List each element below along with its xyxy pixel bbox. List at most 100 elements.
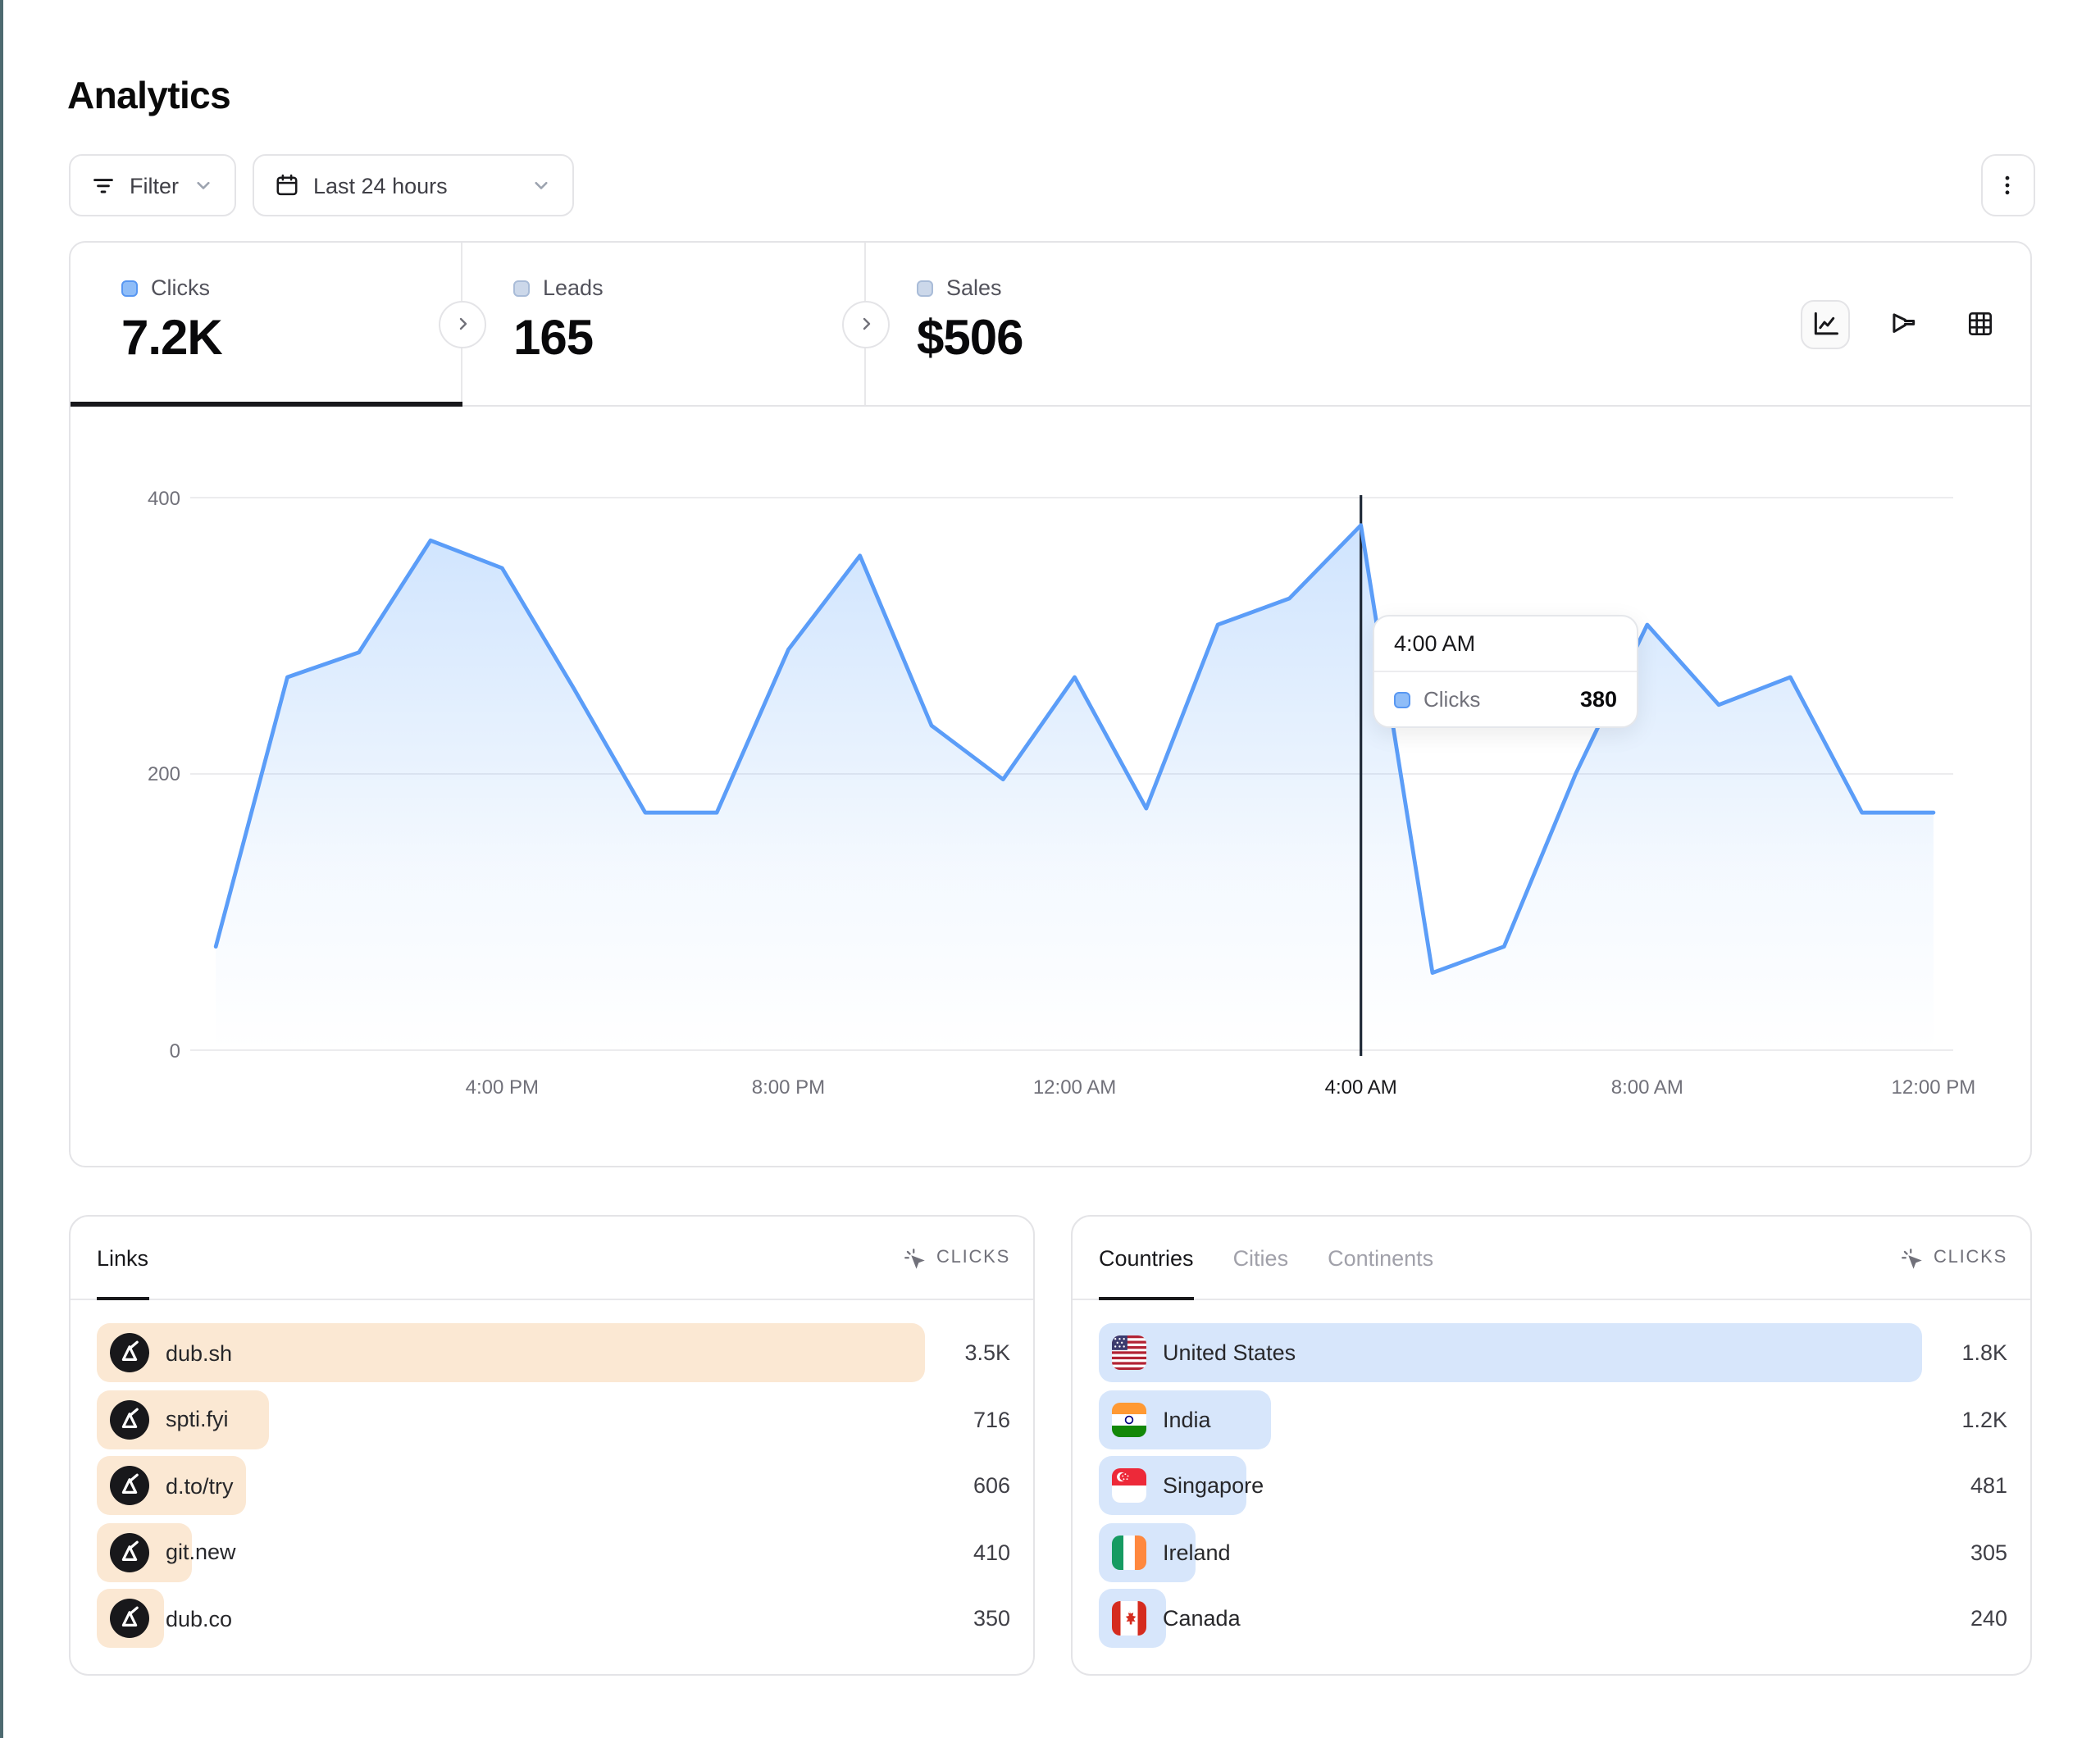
expand-stat-button[interactable] xyxy=(439,300,486,348)
links-panel-header: Links CLICKS xyxy=(71,1217,1033,1300)
active-stat-underline xyxy=(71,401,462,407)
row-label: d.to/try xyxy=(166,1473,234,1498)
stat-value: 7.2K xyxy=(121,312,223,366)
stat-label: Clicks xyxy=(151,275,210,300)
x-tick-label: 8:00 PM xyxy=(751,1076,826,1099)
link-row[interactable]: d.to/try 606 xyxy=(97,1456,1010,1515)
countries-panel: Countries Cities Continents CLICKS Unite… xyxy=(1071,1215,2032,1676)
country-row[interactable]: India 1.2K xyxy=(1099,1390,2007,1449)
tab-continents[interactable]: Continents xyxy=(1328,1245,1434,1270)
links-metric-selector[interactable]: CLICKS xyxy=(902,1217,1010,1299)
row-label: dub.co xyxy=(166,1606,233,1631)
dub-logo-icon xyxy=(110,1532,149,1572)
countries-metric-selector[interactable]: CLICKS xyxy=(1899,1217,2007,1299)
row-label: dub.sh xyxy=(166,1340,233,1365)
stat-tab-sales[interactable]: Sales $506 xyxy=(866,243,1276,405)
row-label: git.new xyxy=(166,1540,236,1564)
country-row[interactable]: Canada 240 xyxy=(1099,1589,2007,1648)
row-label: spti.fyi xyxy=(166,1407,229,1431)
filter-button[interactable]: Filter xyxy=(69,154,236,216)
row-value: 410 xyxy=(973,1540,1010,1564)
line-chart-view-button[interactable] xyxy=(1801,299,1850,348)
row-value: 305 xyxy=(1970,1540,2007,1564)
row-value: 606 xyxy=(973,1473,1010,1498)
x-tick-label: 8:00 AM xyxy=(1610,1076,1683,1099)
tab-cities[interactable]: Cities xyxy=(1232,1245,1289,1270)
row-value: 481 xyxy=(1970,1473,2007,1498)
x-tick-label: 4:00 PM xyxy=(465,1076,540,1099)
funnel-view-button[interactable] xyxy=(1878,299,1927,348)
links-panel: Links CLICKS dub.sh 3.5K spti.fyi 716 d.to/t… xyxy=(69,1215,1035,1676)
clicks-area-chart[interactable] xyxy=(190,482,1953,1059)
value-bar xyxy=(1099,1323,1922,1382)
expand-stat-button[interactable] xyxy=(842,300,890,348)
countries-panel-header: Countries Cities Continents CLICKS xyxy=(1073,1217,2030,1300)
link-row[interactable]: spti.fyi 716 xyxy=(97,1390,1010,1449)
row-value: 1.8K xyxy=(1961,1340,2007,1365)
tooltip-series-dot xyxy=(1394,691,1410,707)
row-value: 350 xyxy=(973,1606,1010,1631)
link-row[interactable]: git.new 410 xyxy=(97,1522,1010,1581)
cursor-click-icon xyxy=(902,1245,927,1270)
y-tick-label: 400 xyxy=(147,486,180,509)
bar-track xyxy=(97,1323,925,1382)
dub-logo-icon xyxy=(110,1466,149,1505)
country-row[interactable]: Ireland 305 xyxy=(1099,1522,2007,1581)
row-label: Canada xyxy=(1163,1606,1241,1631)
y-tick-label: 0 xyxy=(169,1039,180,1062)
link-row[interactable]: dub.sh 3.5K xyxy=(97,1323,1010,1382)
calendar-icon xyxy=(274,172,300,198)
chart-tooltip: 4:00 AM Clicks 380 xyxy=(1373,615,1638,728)
leads-legend-dot xyxy=(513,280,530,296)
tab-countries[interactable]: Countries xyxy=(1099,1217,1194,1300)
dub-logo-icon xyxy=(110,1333,149,1372)
country-row[interactable]: United States 1.8K xyxy=(1099,1323,2007,1382)
country-row[interactable]: Singapore 481 xyxy=(1099,1456,2007,1515)
tab-links[interactable]: Links xyxy=(97,1217,148,1300)
row-label: Singapore xyxy=(1163,1473,1264,1498)
row-value: 1.2K xyxy=(1961,1407,2007,1431)
tooltip-value: 380 xyxy=(1579,687,1617,712)
chart-canvas xyxy=(190,495,1953,1056)
stat-tab-clicks[interactable]: Clicks 7.2K xyxy=(71,243,462,405)
clicks-legend-dot xyxy=(121,280,138,296)
value-bar xyxy=(97,1323,925,1382)
in-flag-icon xyxy=(1112,1402,1146,1436)
row-value: 3.5K xyxy=(964,1340,1010,1365)
more-options-button[interactable] xyxy=(1980,154,2034,216)
ie-flag-icon xyxy=(1112,1535,1146,1569)
dub-logo-icon xyxy=(110,1599,149,1638)
date-range-label: Last 24 hours xyxy=(313,173,448,198)
table-view-button[interactable] xyxy=(1955,299,2004,348)
analytics-chart-card: Clicks 7.2K Leads 165 Sales $506 xyxy=(69,241,2032,1167)
toolbar: Filter Last 24 hours xyxy=(69,154,2034,216)
date-range-button[interactable]: Last 24 hours xyxy=(253,154,574,216)
stats-tabs-row: Clicks 7.2K Leads 165 Sales $506 xyxy=(71,243,2030,407)
stat-tab-leads[interactable]: Leads 165 xyxy=(462,243,866,405)
bar-track xyxy=(1099,1323,1922,1382)
y-tick-label: 200 xyxy=(147,762,180,785)
dub-logo-icon xyxy=(110,1399,149,1439)
links-list: dub.sh 3.5K spti.fyi 716 d.to/try 606 git.new 4… xyxy=(71,1300,1033,1648)
page-title: Analytics xyxy=(67,74,231,117)
ca-flag-icon xyxy=(1112,1601,1146,1636)
row-label: United States xyxy=(1163,1340,1296,1365)
tooltip-series-label: Clicks xyxy=(1424,687,1481,712)
metric-label: CLICKS xyxy=(936,1248,1010,1267)
row-value: 716 xyxy=(973,1407,1010,1431)
x-tick-label: 12:00 PM xyxy=(1891,1076,1976,1099)
sg-flag-icon xyxy=(1112,1468,1146,1503)
metric-label: CLICKS xyxy=(1933,1248,2007,1267)
cursor-click-icon xyxy=(1899,1245,1924,1270)
filter-button-label: Filter xyxy=(130,173,179,198)
chevron-down-icon xyxy=(192,174,215,197)
filter-icon xyxy=(90,172,116,198)
x-tick-label: 4:00 AM xyxy=(1324,1076,1397,1099)
link-row[interactable]: dub.co 350 xyxy=(97,1589,1010,1648)
tooltip-time: 4:00 AM xyxy=(1374,616,1637,672)
chart-view-toggle xyxy=(1801,299,2004,348)
sales-legend-dot xyxy=(917,280,933,296)
stat-label: Leads xyxy=(543,275,604,300)
row-label: India xyxy=(1163,1407,1211,1431)
